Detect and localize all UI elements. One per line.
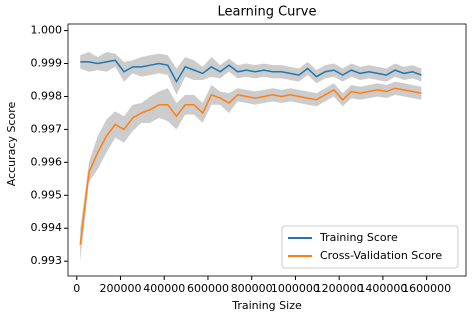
y-tick-label: 0.995 [31, 188, 63, 201]
plot-frame [67, 23, 467, 277]
chart-title: Learning Curve [218, 5, 317, 20]
band [80, 52, 422, 95]
x-tick-label: 1200000 [315, 282, 364, 295]
x-tick-label: 600000 [187, 282, 229, 295]
x-tick-label: 800000 [231, 282, 273, 295]
x-axis-label: Training Size [231, 299, 302, 312]
y-axis-label: Accuracy Score [5, 102, 18, 187]
y-tick-label: 1.000 [31, 24, 63, 37]
x-tick-label: 1400000 [358, 282, 407, 295]
y-tick-label: 0.998 [31, 89, 63, 102]
legend-label: Cross-Validation Score [320, 249, 442, 262]
line [80, 59, 422, 84]
legend-label: Training Score [319, 231, 398, 244]
x-tick-label: 1000000 [271, 282, 320, 295]
y-tick-label: 0.999 [31, 57, 63, 70]
x-tick-label: 400000 [143, 282, 185, 295]
x-tick-label: 1600000 [402, 282, 451, 295]
x-tick-label: 0 [73, 282, 80, 295]
y-tick-label: 0.993 [31, 254, 63, 267]
legend [281, 225, 459, 269]
line [79, 87, 422, 245]
y-tick-label: 0.996 [31, 155, 63, 168]
y-tick-label: 0.994 [31, 221, 63, 234]
x-tick-label: 200000 [99, 282, 141, 295]
y-tick-label: 0.997 [31, 122, 63, 135]
